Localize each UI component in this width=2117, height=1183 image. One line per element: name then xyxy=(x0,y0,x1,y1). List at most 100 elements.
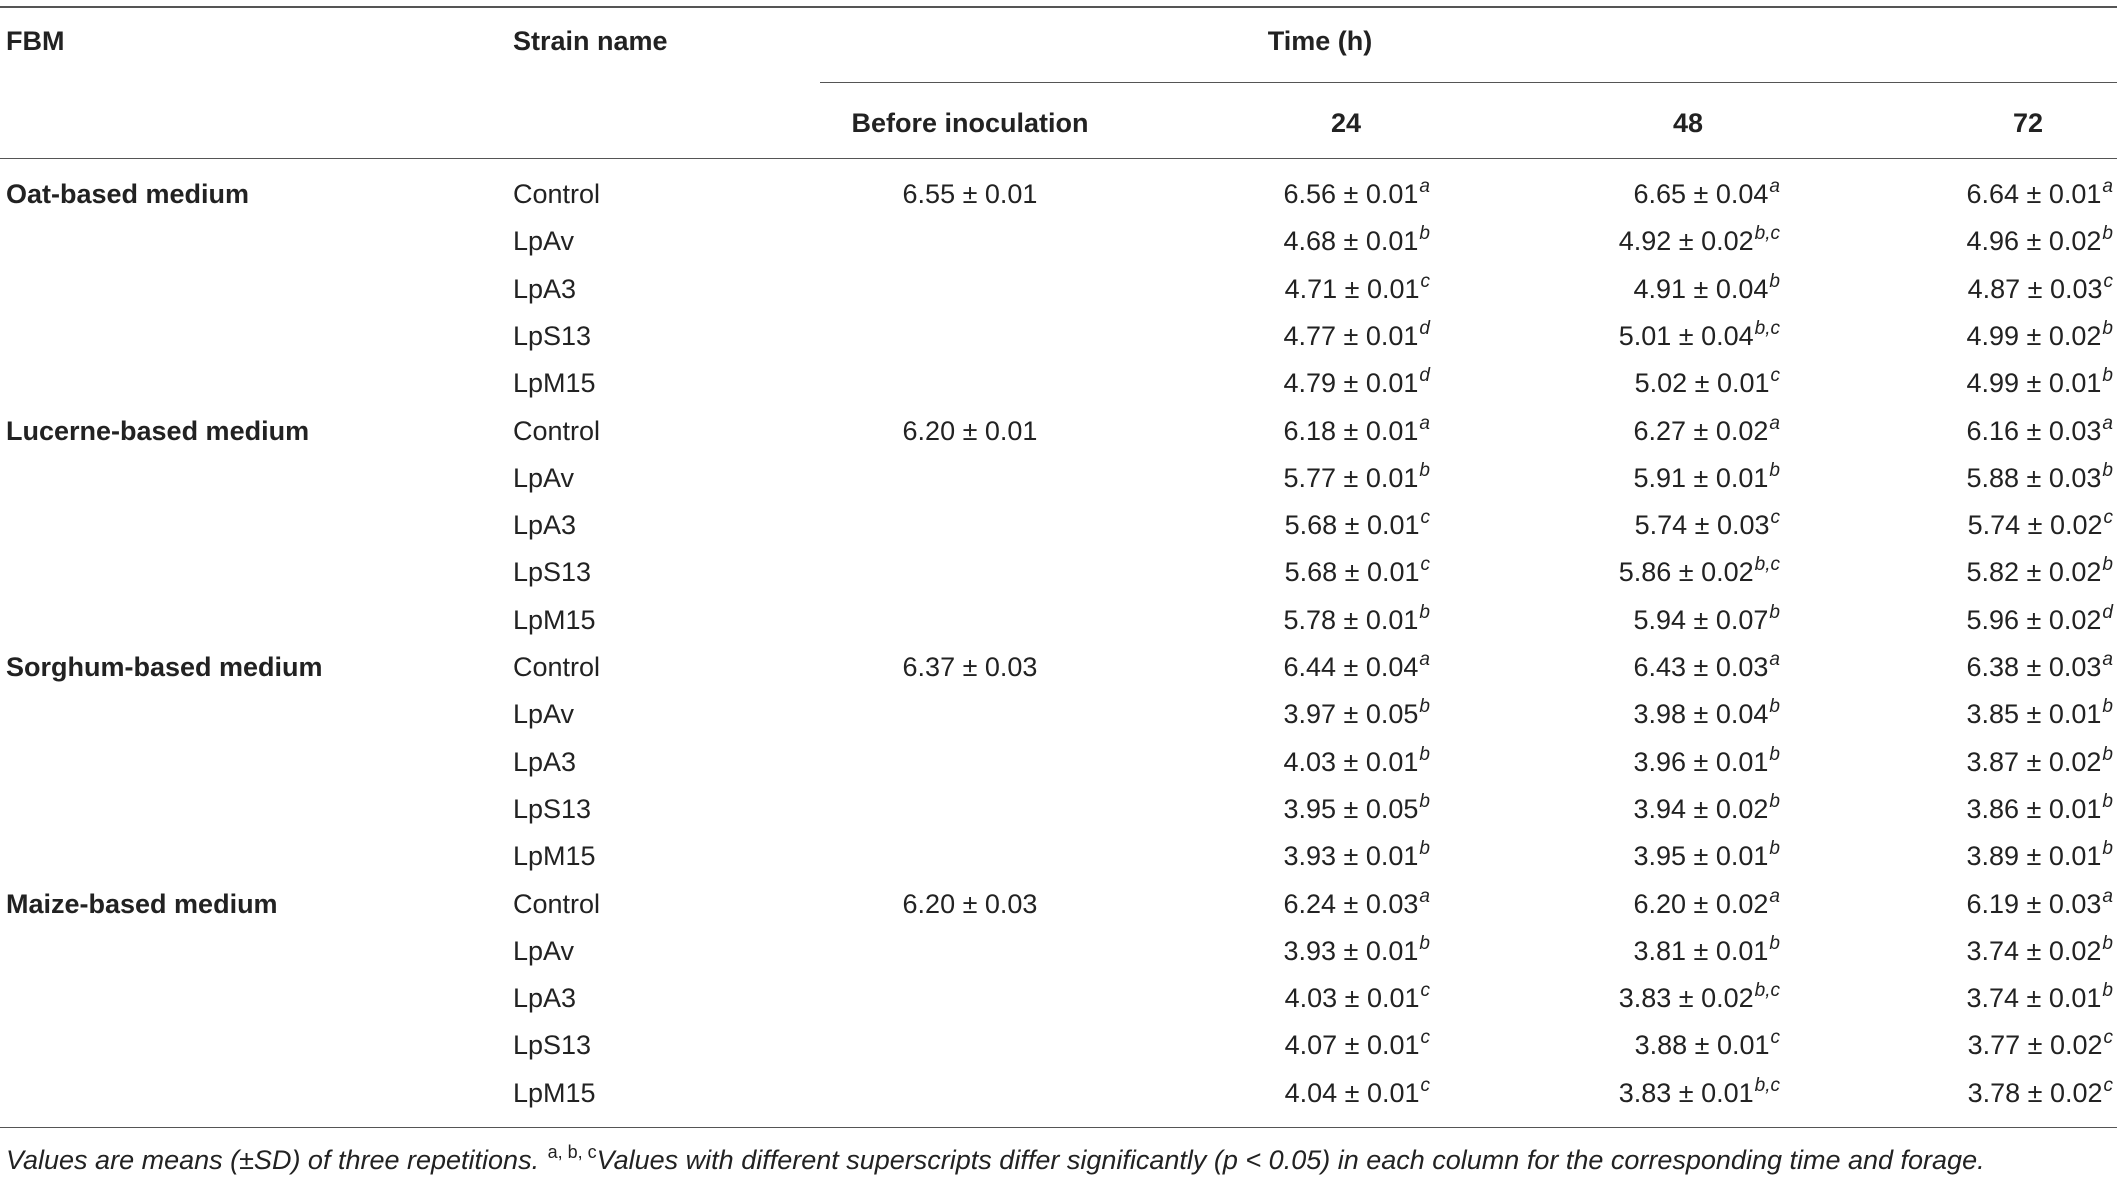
header-time: Time (h) xyxy=(1267,26,1373,56)
significance-superscript: b xyxy=(1769,743,1780,765)
before-inoculation-value: 6.20 ± 0.03 xyxy=(902,888,1038,919)
mean-sd-value: 3.85 ± 0.01 xyxy=(1966,699,2102,730)
mean-sd-value: 4.68 ± 0.01 xyxy=(1283,226,1419,257)
value-48h: 3.95 ± 0.01b xyxy=(1634,839,1781,873)
mean-sd-value: 4.03 ± 0.01 xyxy=(1283,746,1419,777)
mean-sd-value: 3.95 ± 0.01 xyxy=(1633,841,1769,872)
significance-superscript: b,c xyxy=(1754,980,1780,1002)
value-72h: 3.74 ± 0.01b xyxy=(1967,981,2114,1015)
mean-sd-value: 3.98 ± 0.04 xyxy=(1633,699,1769,730)
significance-superscript: b xyxy=(1769,932,1780,954)
bottom-rule xyxy=(0,1127,2117,1128)
before-inoculation-value: 6.55 ± 0.01 xyxy=(902,179,1038,209)
mean-sd-value: 4.99 ± 0.02 xyxy=(1966,320,2102,351)
significance-superscript: b xyxy=(1769,696,1780,718)
top-rule xyxy=(0,6,2117,8)
significance-superscript: b,c xyxy=(1754,1074,1780,1096)
mean-sd-value: 6.38 ± 0.03 xyxy=(1966,652,2102,682)
mean-sd-value: 3.74 ± 0.02 xyxy=(1966,935,2102,966)
significance-superscript: a xyxy=(2102,885,2113,907)
significance-superscript: b xyxy=(1419,932,1430,954)
significance-superscript: c xyxy=(1770,365,1781,387)
strain-name: LpS13 xyxy=(513,557,592,588)
significance-superscript: b xyxy=(2102,365,2113,387)
value-72h: 4.99 ± 0.01b xyxy=(1967,366,2114,400)
significance-superscript: a xyxy=(1419,885,1430,907)
value-48h: 3.83 ± 0.02b,c xyxy=(1619,981,1780,1015)
value-48h: 5.91 ± 0.01b xyxy=(1634,461,1781,495)
value-48h: 3.88 ± 0.01c xyxy=(1635,1028,1780,1062)
strain-name: LpAv xyxy=(513,226,575,257)
value-48h: 5.74 ± 0.03c xyxy=(1635,508,1780,542)
value-72h: 6.16 ± 0.03a xyxy=(1967,414,2114,448)
mean-sd-value: 3.87 ± 0.02 xyxy=(1966,746,2102,777)
mean-sd-value: 4.91 ± 0.04 xyxy=(1633,273,1769,304)
header-48h: 48 xyxy=(1672,108,1704,138)
mean-sd-value: 4.87 ± 0.03 xyxy=(1967,273,2103,304)
significance-superscript: b xyxy=(1769,601,1780,623)
significance-superscript: a xyxy=(2102,176,2113,197)
footnote-part1: Values are means (±SD) of three repetiti… xyxy=(6,1145,540,1175)
significance-superscript: b xyxy=(2102,790,2113,812)
value-48h: 3.94 ± 0.02b xyxy=(1634,792,1781,826)
significance-superscript: b xyxy=(2102,317,2113,339)
mean-sd-value: 6.44 ± 0.04 xyxy=(1283,652,1419,682)
value-24h: 6.56 ± 0.01a xyxy=(1284,177,1431,211)
value-72h: 4.99 ± 0.02b xyxy=(1967,319,2114,353)
mean-sd-value: 5.68 ± 0.01 xyxy=(1284,510,1420,541)
mean-sd-value: 6.65 ± 0.04 xyxy=(1633,179,1769,209)
value-48h: 3.98 ± 0.04b xyxy=(1634,697,1781,731)
value-24h: 4.77 ± 0.01d xyxy=(1284,319,1431,353)
mean-sd-value: 3.94 ± 0.02 xyxy=(1633,793,1769,824)
mean-sd-value: 6.27 ± 0.02 xyxy=(1633,415,1769,446)
significance-superscript: d xyxy=(1419,317,1430,339)
mean-sd-value: 6.18 ± 0.01 xyxy=(1283,415,1419,446)
strain-name: Control xyxy=(513,652,601,682)
value-72h: 3.77 ± 0.02c xyxy=(1968,1028,2113,1062)
mean-sd-value: 5.91 ± 0.01 xyxy=(1633,462,1769,493)
value-72h: 4.87 ± 0.03c xyxy=(1968,272,2113,306)
mean-sd-value: 4.96 ± 0.02 xyxy=(1966,226,2102,257)
mean-sd-value: 4.77 ± 0.01 xyxy=(1283,320,1419,351)
significance-superscript: b xyxy=(2102,932,2113,954)
value-72h: 3.74 ± 0.02b xyxy=(1967,934,2114,968)
value-48h: 4.92 ± 0.02b,c xyxy=(1619,224,1780,258)
significance-superscript: c xyxy=(1420,554,1431,576)
strain-name: LpM15 xyxy=(513,368,596,399)
significance-superscript: b xyxy=(2102,223,2113,245)
value-24h: 4.07 ± 0.01c xyxy=(1285,1028,1430,1062)
mean-sd-value: 6.64 ± 0.01 xyxy=(1966,179,2102,209)
significance-superscript: c xyxy=(1420,507,1431,529)
strain-name: LpM15 xyxy=(513,604,596,635)
significance-superscript: d xyxy=(2102,601,2113,623)
mean-sd-value: 5.77 ± 0.01 xyxy=(1283,462,1419,493)
value-48h: 6.20 ± 0.02a xyxy=(1634,887,1781,921)
significance-superscript: b xyxy=(2102,980,2113,1002)
mean-sd-value: 5.82 ± 0.02 xyxy=(1966,557,2102,588)
value-24h: 5.68 ± 0.01c xyxy=(1285,508,1430,542)
header-bottom-rule xyxy=(0,158,2117,159)
significance-superscript: b xyxy=(1769,838,1780,860)
strain-name: LpAv xyxy=(513,462,575,493)
value-24h: 3.93 ± 0.01b xyxy=(1284,934,1431,968)
mean-sd-value: 5.86 ± 0.02 xyxy=(1618,557,1754,588)
strain-name: LpS13 xyxy=(513,1030,592,1061)
value-72h: 4.96 ± 0.02b xyxy=(1967,224,2114,258)
mean-sd-value: 6.56 ± 0.01 xyxy=(1283,179,1419,209)
medium-label: Maize-based medium xyxy=(6,888,278,919)
value-72h: 5.74 ± 0.02c xyxy=(1968,508,2113,542)
strain-name: Control xyxy=(513,415,601,446)
significance-superscript: a xyxy=(1769,412,1780,434)
significance-superscript: a xyxy=(1419,176,1430,197)
strain-name: LpAv xyxy=(513,935,575,966)
medium-label: Sorghum-based medium xyxy=(6,652,323,682)
mean-sd-value: 5.78 ± 0.01 xyxy=(1283,604,1419,635)
significance-superscript: a xyxy=(1769,885,1780,907)
value-24h: 4.79 ± 0.01d xyxy=(1284,366,1431,400)
value-72h: 6.64 ± 0.01a xyxy=(1967,177,2114,211)
significance-superscript: b xyxy=(1419,459,1430,481)
mean-sd-value: 5.96 ± 0.02 xyxy=(1966,604,2102,635)
mean-sd-value: 3.83 ± 0.01 xyxy=(1618,1077,1754,1108)
significance-superscript: b,c xyxy=(1754,223,1780,245)
significance-superscript: b xyxy=(1419,696,1430,718)
